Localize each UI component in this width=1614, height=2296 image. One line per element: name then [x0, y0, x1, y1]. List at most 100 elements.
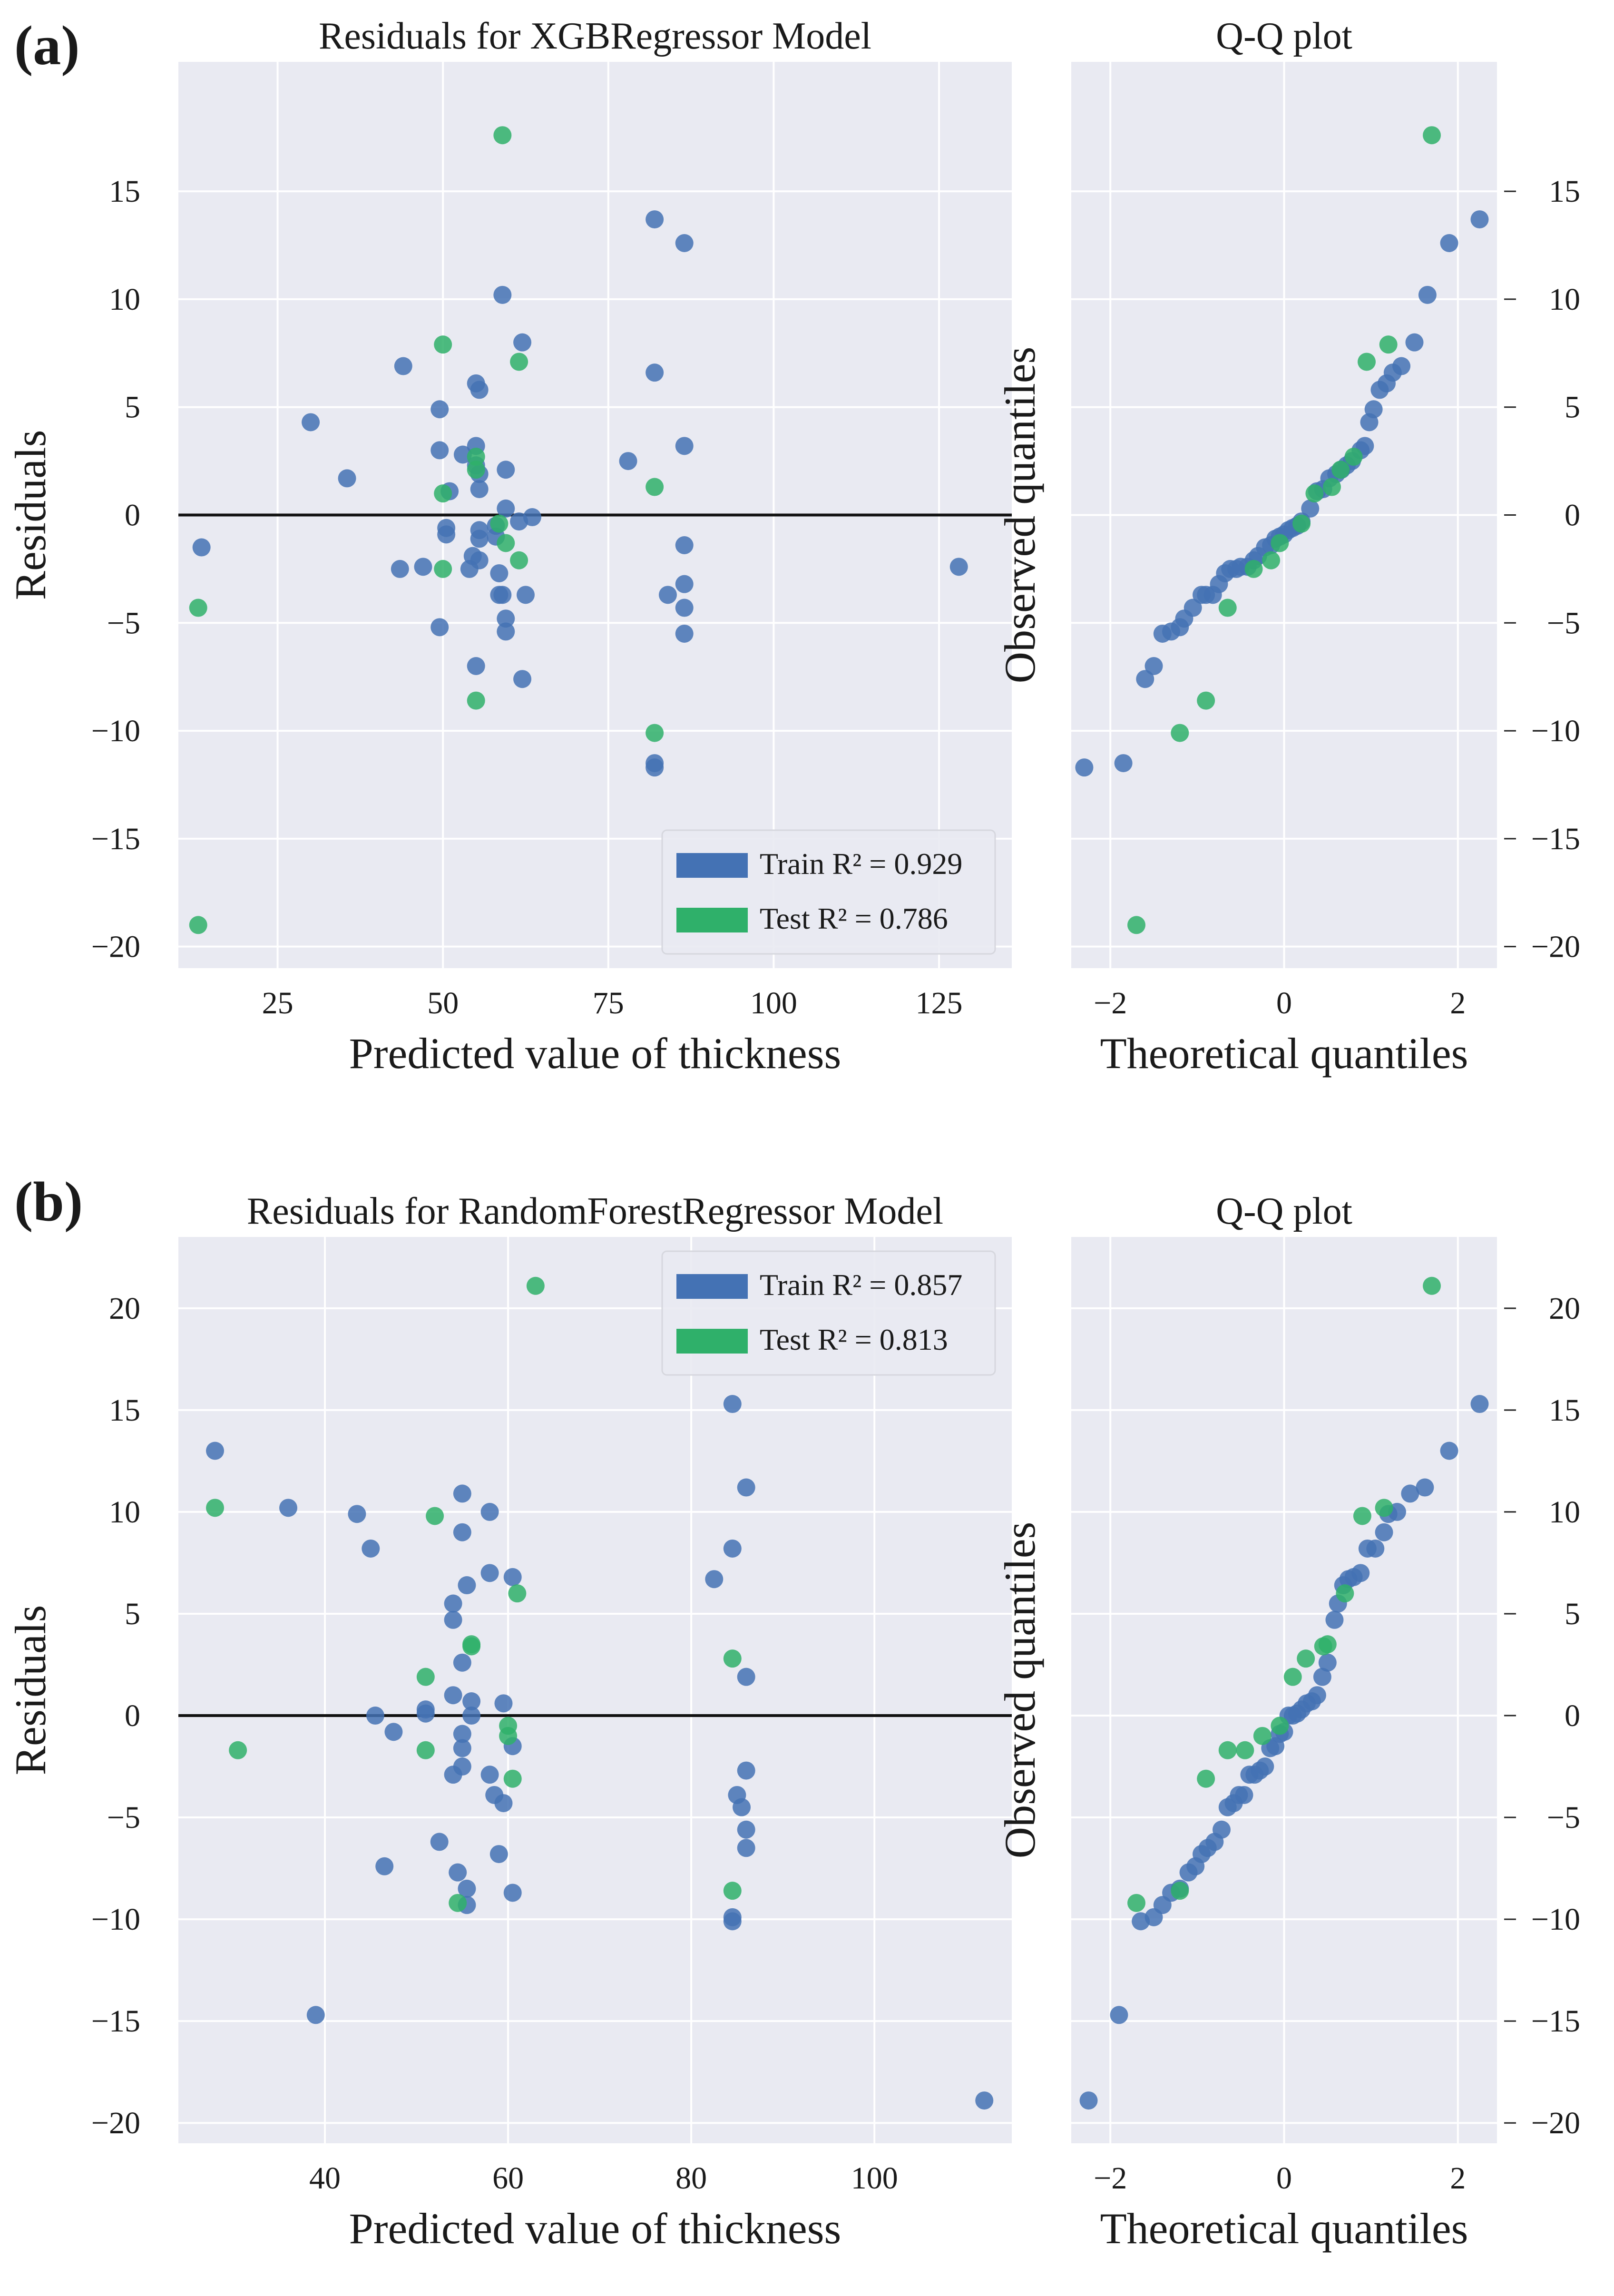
x-axis-label: Theoretical quantiles: [1100, 2204, 1468, 2253]
train-point: [1366, 1539, 1385, 1558]
train-point: [497, 609, 515, 628]
train-point: [437, 525, 456, 544]
train-point: [306, 2006, 325, 2024]
train-point: [1235, 1786, 1253, 1804]
test-point: [449, 1894, 467, 1912]
y-tick-label: −10: [91, 1902, 140, 1937]
train-point: [723, 1395, 742, 1413]
train-point: [444, 1610, 462, 1629]
test-point: [1375, 1499, 1393, 1517]
train-point: [366, 1707, 384, 1725]
train-point: [480, 1766, 499, 1784]
y-axis-label: Observed quantiles: [996, 1522, 1044, 1859]
train-point: [513, 670, 532, 688]
plot-title: Residuals for XGBRegressor Model: [319, 15, 871, 57]
train-point: [723, 1908, 742, 1926]
train-point: [497, 622, 515, 641]
x-tick-label: 100: [851, 2161, 898, 2196]
panel-label-b: (b): [14, 1170, 83, 1233]
train-point: [416, 1704, 435, 1723]
train-point: [733, 1798, 751, 1816]
train-point: [1392, 357, 1411, 375]
test-point: [1423, 126, 1441, 145]
train-point: [467, 657, 485, 675]
train-point: [737, 1668, 755, 1686]
test-point: [503, 1769, 522, 1788]
test-point: [189, 916, 207, 934]
train-point: [517, 586, 535, 604]
train-point: [1144, 657, 1163, 675]
test-point: [462, 1637, 481, 1656]
test-point: [497, 534, 515, 552]
xgb-residuals-plot: 25 50 75 100 125 −20 −15 −10 −5 0 5 10 15 Residuals f…: [6, 15, 1012, 1078]
train-point: [430, 1833, 449, 1851]
test-point: [723, 1882, 742, 1900]
train-point: [1079, 2091, 1098, 2110]
train-point: [1308, 1686, 1326, 1705]
y-tick-label: 0: [1565, 498, 1580, 533]
train-point: [338, 469, 356, 488]
test-point: [434, 335, 452, 354]
train-point: [1212, 1820, 1231, 1839]
y-tick-label: −20: [1531, 930, 1580, 964]
y-tick-label: 15: [1549, 174, 1580, 209]
x-tick-label: 2: [1450, 986, 1466, 1020]
train-point: [453, 1757, 471, 1776]
test-point: [189, 599, 207, 617]
train-point: [723, 1539, 742, 1558]
test-point: [1171, 1882, 1189, 1900]
train-point: [513, 333, 532, 352]
test-point: [1236, 1741, 1254, 1759]
y-tick-label: −20: [91, 930, 140, 964]
y-tick-label: −15: [91, 822, 140, 856]
test-point: [1322, 478, 1341, 496]
train-point: [493, 586, 512, 604]
train-point: [503, 1884, 522, 1902]
test-point: [467, 691, 485, 710]
y-tick-label: 0: [125, 498, 140, 533]
train-point: [1405, 333, 1424, 352]
train-point: [1136, 670, 1154, 688]
plot-title: Residuals for RandomForestRegressor Mode…: [247, 1190, 943, 1232]
y-tick-label: −15: [1531, 2004, 1580, 2039]
train-point: [1075, 758, 1094, 777]
test-point: [1423, 1276, 1441, 1295]
test-point: [1305, 484, 1324, 503]
test-point: [1331, 461, 1350, 479]
panel-label-a: (a): [14, 14, 80, 77]
y-tick-label: 10: [1549, 282, 1580, 317]
test-point: [1197, 1769, 1215, 1788]
test-point: [416, 1741, 435, 1759]
y-axis-label: Residuals: [6, 430, 55, 600]
test-point: [1283, 1668, 1302, 1686]
y-tick-label: −5: [1547, 1800, 1580, 1835]
x-tick-label: 0: [1276, 2161, 1292, 2196]
train-point: [737, 1820, 755, 1839]
y-tick-label: 10: [109, 1495, 140, 1530]
test-point: [1271, 1717, 1289, 1735]
train-point: [1470, 210, 1489, 229]
train-point: [619, 452, 637, 471]
train-point: [646, 210, 664, 229]
train-point: [458, 1576, 476, 1595]
x-axis-label: Predicted value of thickness: [349, 1029, 841, 1078]
train-point: [949, 558, 968, 576]
rf-residuals-plot: 40 60 80 100 −20 −15 −10 −5 0 5 10 15 20 Residuals fo…: [6, 1190, 1012, 2253]
train-point: [1416, 1478, 1434, 1497]
test-point: [646, 724, 664, 742]
y-tick-label: 5: [1565, 390, 1580, 425]
train-point: [391, 559, 409, 578]
y-axis-label: Observed quantiles: [996, 347, 1044, 684]
train-point: [1301, 499, 1320, 518]
train-point: [658, 586, 677, 604]
test-point: [1218, 1741, 1237, 1759]
train-point: [675, 599, 694, 617]
train-point: [523, 508, 541, 527]
y-tick-label: 15: [109, 1393, 140, 1428]
train-point: [497, 499, 515, 518]
test-point: [1197, 691, 1215, 710]
x-tick-label: 0: [1276, 986, 1292, 1020]
train-point: [975, 2091, 994, 2110]
plot-title: Q-Q plot: [1216, 1190, 1352, 1232]
y-tick-label: 5: [1565, 1597, 1580, 1631]
